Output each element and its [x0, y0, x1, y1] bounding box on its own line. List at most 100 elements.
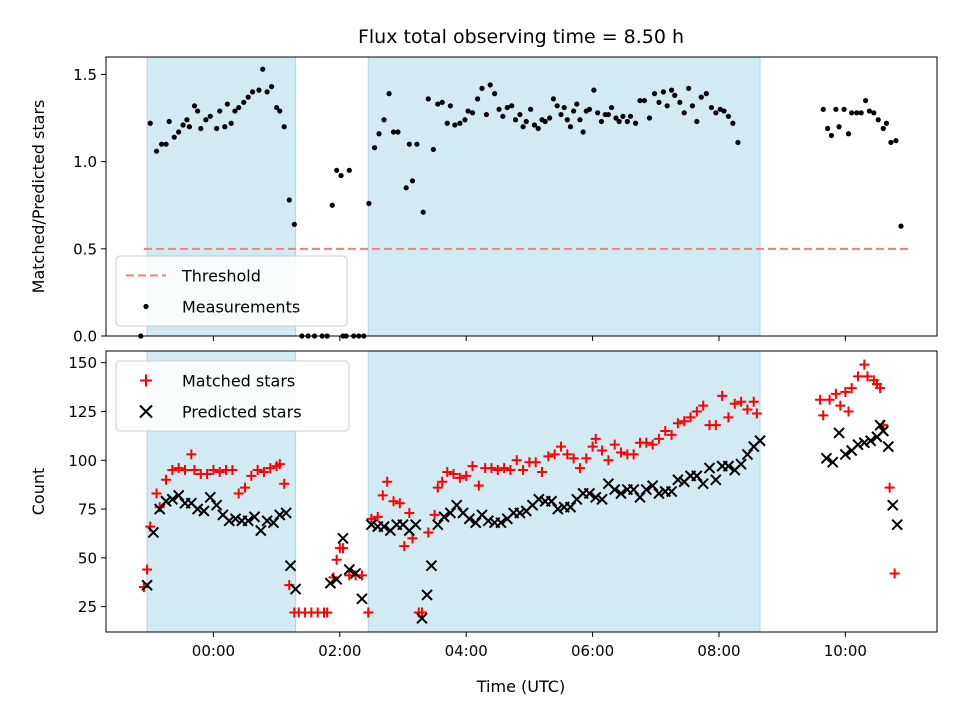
data-point [180, 122, 186, 128]
data-point [751, 408, 762, 419]
y-tick-label: 1.5 [73, 66, 97, 84]
data-point [324, 577, 337, 589]
x-tick-label: 04:00 [445, 642, 488, 660]
data-point [562, 449, 573, 460]
data-point [232, 108, 238, 114]
data-point [672, 474, 684, 486]
data-point [520, 124, 526, 130]
data-point [151, 488, 162, 499]
data-point [672, 418, 683, 429]
data-point [465, 108, 471, 114]
data-point [862, 97, 869, 104]
data-point [381, 117, 387, 123]
data-point [500, 113, 506, 119]
data-point [567, 124, 574, 130]
data-point [186, 124, 193, 130]
data-point [877, 425, 889, 437]
data-point [730, 120, 736, 126]
data-point [372, 511, 383, 522]
data-point [598, 118, 605, 125]
data-point [451, 499, 463, 511]
data-point [210, 499, 223, 511]
data-point [853, 371, 864, 382]
data-point [828, 132, 835, 139]
data-point [432, 518, 444, 531]
data-point [710, 420, 721, 431]
data-point [334, 167, 340, 173]
data-point [386, 91, 392, 97]
data-point [395, 129, 401, 135]
data-point [142, 564, 153, 575]
data-point [331, 554, 342, 565]
data-point [167, 465, 178, 476]
data-point [558, 111, 564, 118]
data-point [694, 118, 700, 125]
legend-swatch [140, 374, 152, 387]
data-point [442, 466, 453, 477]
data-point [486, 463, 497, 474]
data-point [672, 92, 678, 98]
data-point [754, 435, 766, 447]
data-point [265, 463, 276, 474]
legend: Threshold Measurements [115, 255, 348, 327]
data-point [698, 94, 704, 100]
data-point [279, 478, 290, 489]
data-point [882, 440, 895, 453]
data-point [366, 200, 372, 207]
data-point [409, 518, 422, 531]
data-point [554, 103, 560, 109]
data-point [637, 97, 643, 104]
data-point [430, 146, 436, 153]
data-point [517, 111, 523, 118]
data-point [651, 91, 658, 97]
data-point [884, 482, 895, 493]
data-point [217, 108, 223, 114]
legend: Matched stars Predicted stars [115, 360, 350, 432]
data-point [403, 185, 409, 191]
data-point [416, 607, 427, 618]
data-point [689, 103, 696, 109]
data-point [274, 104, 280, 111]
data-point [447, 103, 454, 109]
data-point [608, 104, 615, 111]
data-point [203, 117, 209, 123]
data-point [839, 448, 852, 461]
data-point [469, 110, 476, 116]
data-point [742, 404, 753, 415]
data-point [723, 412, 734, 423]
data-point [202, 468, 213, 479]
data-point [616, 118, 622, 125]
data-point [830, 388, 841, 399]
data-point [628, 449, 639, 460]
data-point [487, 82, 493, 88]
data-point [664, 103, 670, 109]
data-point [552, 503, 564, 515]
y-tick-label: 0.5 [73, 240, 97, 258]
data-point [632, 120, 639, 126]
data-point [888, 139, 894, 146]
data-point [438, 511, 450, 523]
data-point [735, 139, 741, 146]
data-point [432, 482, 443, 493]
data-point [461, 470, 472, 481]
data-point [590, 491, 602, 504]
data-point [574, 101, 580, 107]
data-point [555, 441, 566, 452]
data-point [363, 607, 374, 618]
data-point [518, 465, 529, 476]
data-point [505, 465, 516, 476]
data-point [474, 96, 481, 102]
data-point [549, 449, 560, 460]
data-point [590, 433, 601, 444]
data-point [435, 101, 441, 107]
data-point [668, 87, 675, 93]
data-point [609, 439, 620, 450]
data-point [843, 406, 854, 417]
data-point [640, 483, 653, 496]
data-point [176, 129, 182, 135]
data-point [240, 482, 251, 493]
data-point [741, 448, 754, 461]
y-tick-label: 0.0 [73, 328, 97, 346]
data-point [330, 573, 343, 586]
data-point [444, 507, 457, 519]
